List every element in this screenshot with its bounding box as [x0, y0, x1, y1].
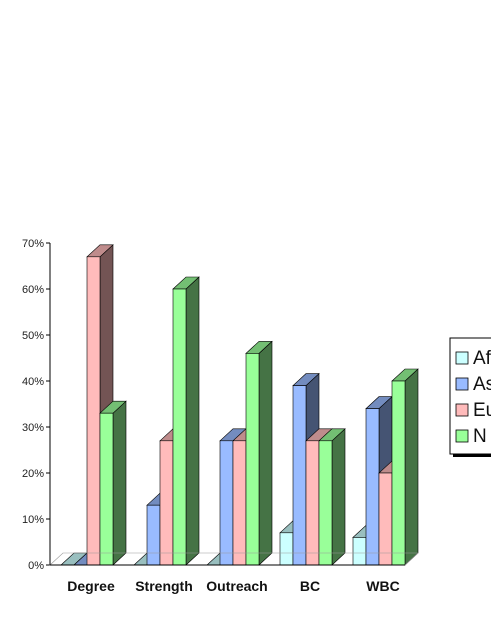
- legend-label-af: Af: [473, 348, 491, 369]
- legend-label-as: As: [473, 374, 491, 395]
- y-tick-label: 60%: [22, 284, 44, 296]
- legend-label-eu: Eu: [473, 400, 491, 421]
- y-tick-label: 30%: [22, 422, 44, 434]
- x-tick-label: Outreach: [206, 578, 267, 594]
- x-tick-label: WBC: [366, 578, 399, 594]
- bar-n-degree: [99, 400, 127, 566]
- y-axis: 0% 10% 20% 30% 40% 50% 60% 70%: [22, 238, 51, 572]
- y-tick-label: 40%: [22, 376, 44, 388]
- bar-n-wbc: [391, 368, 419, 566]
- x-tick-label: Degree: [67, 578, 115, 594]
- x-tick-label: BC: [300, 578, 320, 594]
- y-tick-label: 20%: [22, 468, 44, 480]
- bars: [60, 244, 419, 566]
- x-axis: Degree Strength Outreach BC WBC: [49, 552, 419, 594]
- x-tick-label: Strength: [135, 578, 193, 594]
- y-tick-label: 70%: [22, 238, 44, 250]
- legend: Af As Eu N: [449, 337, 491, 457]
- bar-n-bc: [318, 428, 346, 566]
- bar-n-strength: [172, 276, 200, 566]
- y-tick-label: 50%: [22, 330, 44, 342]
- legend-label-n: N: [473, 426, 487, 447]
- legend-swatch-as: [455, 377, 469, 391]
- legend-swatch-eu: [455, 403, 469, 417]
- bar-n-outreach: [245, 340, 273, 566]
- legend-swatch-af: [455, 351, 469, 365]
- y-tick-label: 0%: [28, 560, 44, 572]
- legend-swatch-n: [455, 429, 469, 443]
- y-tick-label: 10%: [22, 514, 44, 526]
